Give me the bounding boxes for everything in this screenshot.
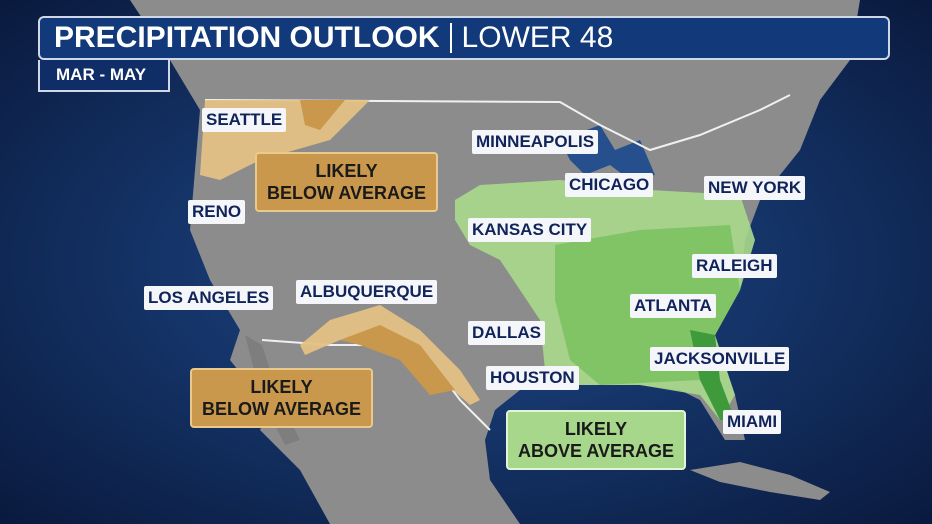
- city-label: DALLAS: [468, 321, 545, 345]
- cuba: [690, 462, 830, 500]
- city-label: RALEIGH: [692, 254, 777, 278]
- region-label: LIKELY BELOW AVERAGE: [190, 368, 374, 428]
- border: [204, 94, 791, 152]
- region-label-line: LIKELY: [250, 377, 313, 397]
- header: PRECIPITATION OUTLOOK LOWER 48: [38, 16, 890, 60]
- city-label: CHICAGO: [565, 173, 654, 197]
- region-label: LIKELY ABOVE AVERAGE: [506, 410, 687, 470]
- city-label: ALBUQUERQUE: [296, 280, 438, 304]
- region-label-line: BELOW AVERAGE: [267, 183, 427, 203]
- region-label-line: LIKELY: [564, 419, 628, 439]
- region-label-line: LIKELY: [315, 161, 378, 181]
- region-label: LIKELY BELOW AVERAGE: [255, 152, 439, 212]
- city-label: LOS ANGELES: [144, 286, 274, 310]
- period: MAR - MAY: [38, 60, 170, 92]
- city-label: JACKSONVILLE: [650, 347, 790, 371]
- city-label: MINNEAPOLIS: [472, 130, 599, 154]
- region-label-line: ABOVE AVERAGE: [518, 441, 675, 461]
- separator: [449, 23, 452, 53]
- below-average-core: [300, 100, 345, 130]
- title: PRECIPITATION OUTLOOK: [54, 21, 440, 54]
- city-label: NEW YORK: [704, 176, 806, 200]
- city-label: HOUSTON: [486, 366, 579, 390]
- city-label: ATLANTA: [630, 294, 716, 318]
- below-average-core: [340, 325, 455, 395]
- city-label: KANSAS CITY: [468, 218, 592, 242]
- region-label-line: BELOW AVERAGE: [202, 399, 362, 419]
- city-label: SEATTLE: [202, 108, 287, 132]
- city-label: MIAMI: [723, 410, 782, 434]
- subtitle: LOWER 48: [461, 21, 614, 54]
- city-label: RENO: [188, 200, 246, 224]
- below-average-area: [300, 305, 480, 405]
